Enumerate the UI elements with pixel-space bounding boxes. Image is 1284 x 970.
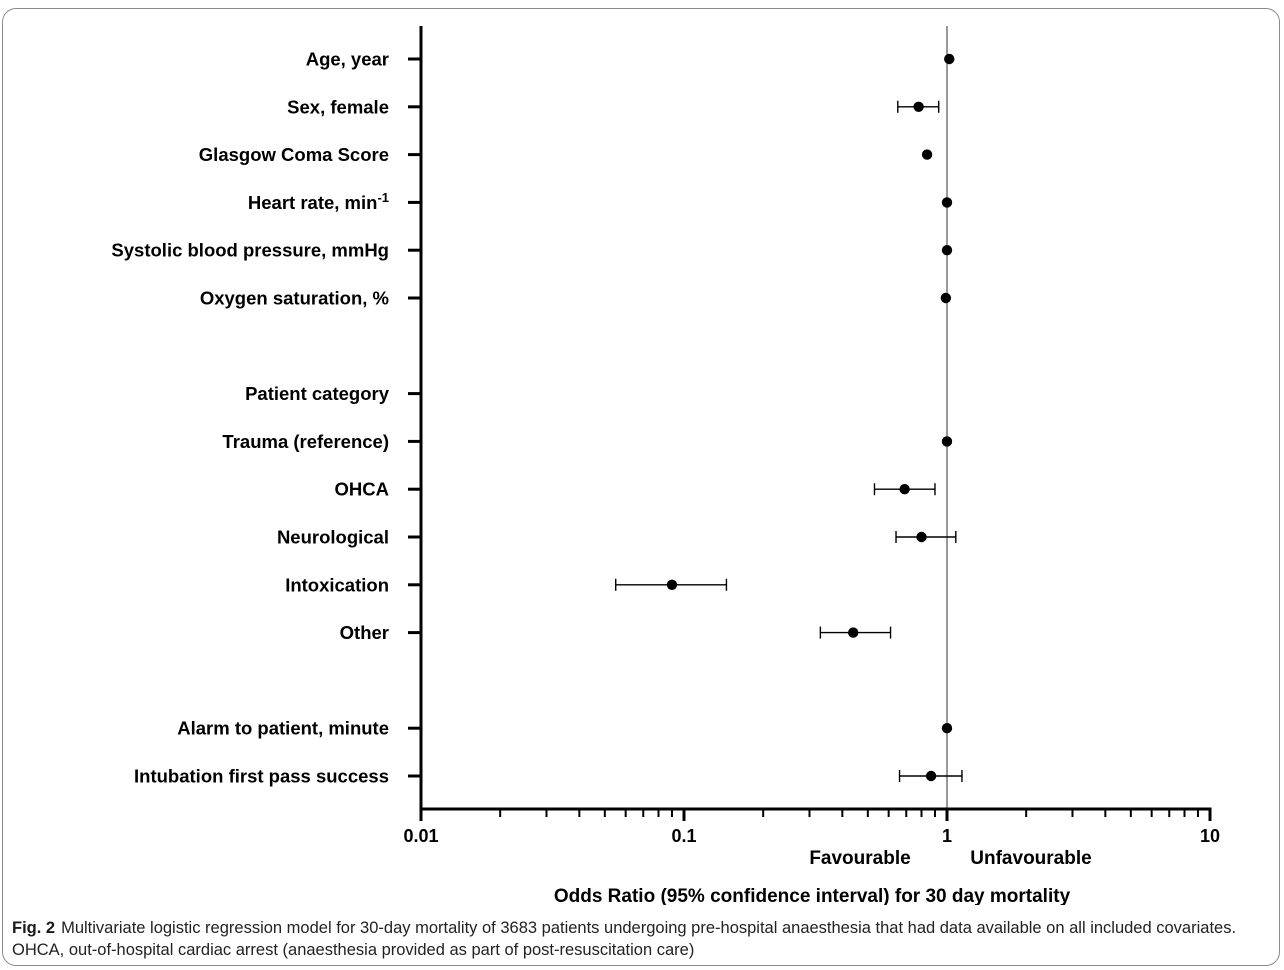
row-label: Intoxication [285, 574, 389, 595]
row-label: Trauma (reference) [222, 431, 389, 452]
axes [419, 26, 1212, 811]
row-label: Systolic blood pressure, mmHg [111, 240, 389, 261]
point-estimate [941, 723, 953, 734]
point-estimate [925, 770, 937, 782]
point-estimate [941, 197, 953, 208]
point-estimate [944, 53, 955, 65]
row-label: Intubation first pass success [134, 766, 389, 787]
figure-frame [2, 8, 1280, 966]
figure-number: Fig. 2 [12, 919, 56, 937]
row-label: Age, year [306, 49, 389, 70]
row-labels: Age, year Sex, female Glasgow Coma Score He… [111, 49, 421, 787]
point-estimate [916, 531, 927, 543]
row-label: Alarm to patient, minute [177, 718, 389, 739]
row-label: Glasgow Coma Score [199, 144, 389, 165]
row-label: Oxygen saturation, % [200, 288, 389, 309]
x-tick-label: 0.1 [671, 826, 696, 846]
row-label: Other [340, 622, 389, 643]
unfavourable-label: Unfavourable [970, 848, 1091, 869]
forest-plot: Age, year Sex, female Glasgow Coma Score He… [111, 26, 1220, 905]
point-estimate [921, 149, 933, 160]
point-estimate [666, 579, 678, 590]
figure-caption: Fig. 2 Multivariate logistic regression m… [12, 917, 1274, 961]
row-label: Neurological [277, 527, 389, 548]
x-ticks: 0.01 0.1 1 10 [403, 809, 1220, 846]
x-tick-label: 1 [942, 826, 952, 846]
row-label: OHCA [335, 479, 389, 500]
point-estimate [941, 245, 953, 256]
point-estimate [941, 436, 953, 447]
row-label: Patient category [245, 383, 390, 404]
row-label: Sex, female [287, 96, 389, 117]
point-estimate [940, 292, 952, 304]
x-tick-label: 0.01 [403, 826, 438, 846]
row-label: Heart rate, min-1 [248, 190, 389, 213]
point-estimate [913, 101, 924, 113]
data-marks [615, 53, 963, 782]
point-estimate [848, 627, 859, 638]
x-axis-title: Odds Ratio (95% confidence interval) for… [554, 886, 1071, 905]
favourable-label: Favourable [809, 848, 910, 869]
caption-text: Multivariate logistic regression model f… [12, 919, 1237, 959]
x-tick-label: 10 [1200, 826, 1220, 846]
row-label-superscript: -1 [377, 190, 389, 205]
point-estimate [899, 484, 910, 495]
